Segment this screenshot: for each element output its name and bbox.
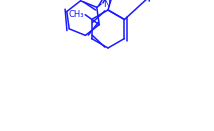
- Text: O: O: [125, 0, 132, 1]
- Text: N: N: [103, 0, 110, 9]
- Text: CH₃: CH₃: [69, 10, 84, 19]
